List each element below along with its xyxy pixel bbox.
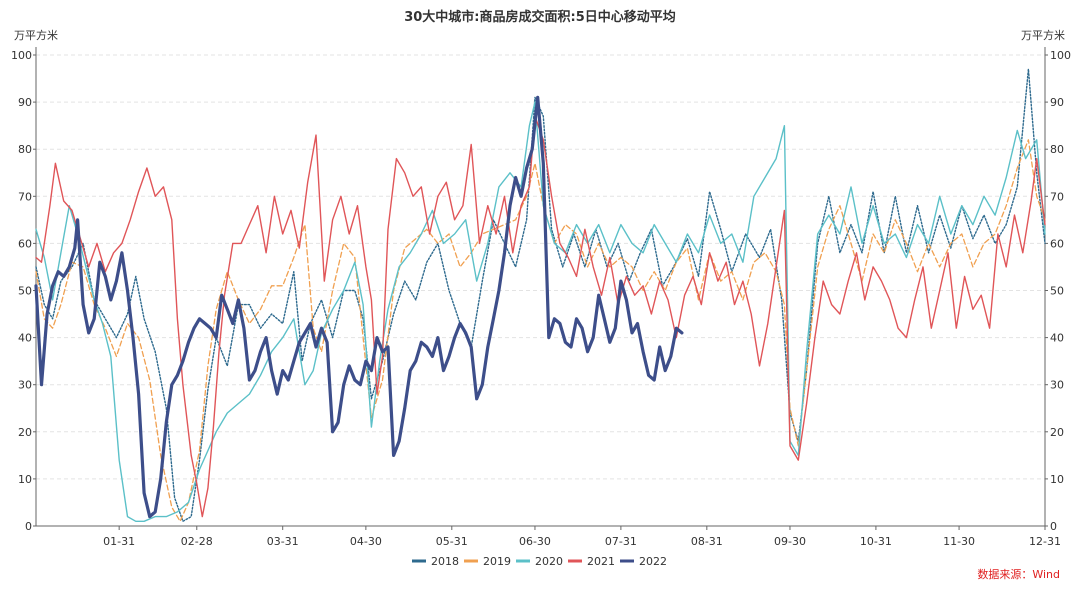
- y-tick-label-left: 100: [11, 49, 32, 62]
- y-tick-label-right: 40: [1050, 332, 1064, 345]
- y-tick-label-left: 10: [18, 473, 32, 486]
- y-tick-label-left: 70: [18, 190, 32, 203]
- legend-item-2022: 2022: [620, 555, 667, 568]
- legend-label-2020: 2020: [535, 555, 563, 568]
- y-tick-label-right: 10: [1050, 473, 1064, 486]
- x-tick-label: 11-30: [943, 535, 975, 548]
- legend: 2018 2019 2020 2021 2022: [412, 555, 667, 568]
- y-tick-label-right: 80: [1050, 143, 1064, 156]
- legend-item-2020: 2020: [516, 555, 563, 568]
- x-tick-label: 08-31: [691, 535, 723, 548]
- x-tick-label: 03-31: [267, 535, 299, 548]
- x-tick-label: 05-31: [436, 535, 468, 548]
- y-tick-label-right: 60: [1050, 237, 1064, 250]
- series-line-2019: [35, 139, 1046, 522]
- x-tick-label: 04-30: [350, 535, 382, 548]
- x-tick-label: 01-31: [103, 535, 135, 548]
- y-tick-label-left: 90: [18, 96, 32, 109]
- x-tick-label: 06-30: [519, 535, 551, 548]
- legend-label-2021: 2021: [587, 555, 615, 568]
- y-tick-label-right: 0: [1050, 520, 1057, 533]
- x-tick-label: 02-28: [181, 535, 213, 548]
- data-source-note: 数据来源：Wind: [977, 568, 1060, 581]
- axes: 0 0 10 10 20 20 30 30 40 40 50 50 60 60 70 70 80 80 90 90 10…: [11, 47, 1071, 548]
- legend-label-2018: 2018: [431, 555, 459, 568]
- series-line-2022: [34, 95, 684, 519]
- y-tick-label-left: 60: [18, 237, 32, 250]
- y-tick-label-left: 30: [18, 379, 32, 392]
- y-tick-label-right: 30: [1050, 379, 1064, 392]
- y-tick-label-left: 80: [18, 143, 32, 156]
- y-tick-label-left: 50: [18, 285, 32, 298]
- x-tick-label: 10-31: [860, 535, 892, 548]
- legend-label-2022: 2022: [639, 555, 667, 568]
- y-tick-label-right: 70: [1050, 190, 1064, 203]
- legend-item-2018: 2018: [412, 555, 459, 568]
- legend-item-2019: 2019: [464, 555, 511, 568]
- series-line-2018: [35, 68, 1046, 522]
- y-tick-label-right: 50: [1050, 285, 1064, 298]
- x-tick-label: 12-31: [1029, 535, 1061, 548]
- y-tick-label-right: 20: [1050, 426, 1064, 439]
- y-tick-label-left: 20: [18, 426, 32, 439]
- series-lines: [34, 68, 1046, 522]
- legend-item-2021: 2021: [568, 555, 615, 568]
- y-tick-label-left: 0: [25, 520, 32, 533]
- y-tick-label-right: 90: [1050, 96, 1064, 109]
- y-tick-label-left: 40: [18, 332, 32, 345]
- legend-label-2019: 2019: [483, 555, 511, 568]
- x-tick-label: 07-31: [605, 535, 637, 548]
- chart-title: 30大中城市:商品房成交面积:5日中心移动平均: [404, 10, 676, 25]
- series-line-2020: [35, 101, 1046, 522]
- series-line-2021: [35, 115, 1046, 518]
- right-axis-unit: 万平方米: [1021, 29, 1065, 42]
- x-tick-label: 09-30: [774, 535, 806, 548]
- left-axis-unit: 万平方米: [14, 29, 58, 42]
- y-tick-label-right: 100: [1050, 49, 1071, 62]
